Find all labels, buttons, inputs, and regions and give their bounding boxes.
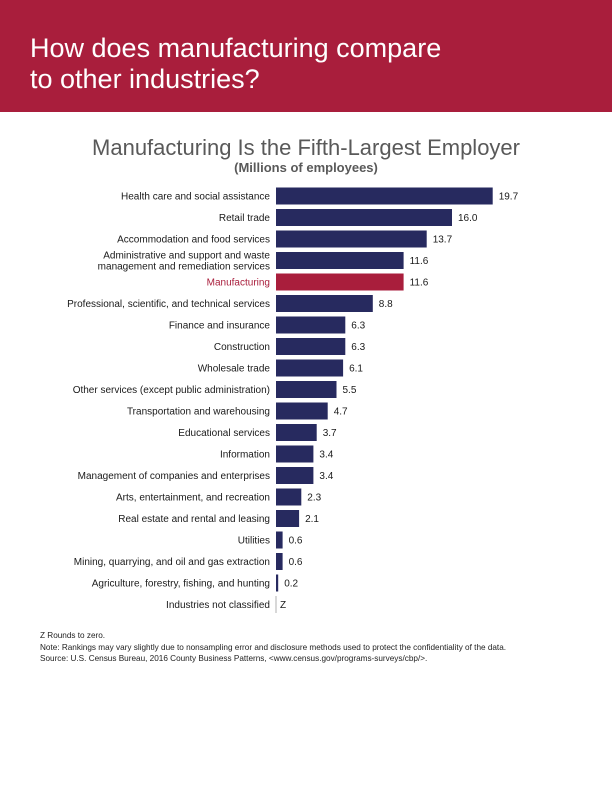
category-label-7: Construction — [214, 342, 270, 353]
note-source: Source: U.S. Census Bureau, 2016 County … — [40, 654, 428, 663]
value-label-4: 11.6 — [410, 278, 429, 289]
category-label-16: Utilities — [238, 536, 270, 547]
chart-title: Manufacturing Is the Fifth-Largest Emplo… — [92, 135, 520, 160]
bar-17 — [276, 553, 283, 570]
bar-4 — [276, 273, 404, 291]
value-label-13: 3.4 — [319, 471, 333, 482]
value-label-18: 0.2 — [284, 579, 298, 590]
category-label-11: Educational services — [178, 428, 270, 439]
value-label-15: 2.1 — [305, 514, 319, 525]
bar-5 — [276, 295, 373, 312]
banner-title-line2: to other industries? — [30, 64, 260, 94]
category-label-15: Real estate and rental and leasing — [118, 514, 270, 525]
bar-14 — [276, 488, 302, 506]
bar-11 — [276, 424, 317, 441]
bar-9 — [276, 381, 337, 398]
value-label-11: 3.7 — [323, 428, 337, 439]
bar-chart: Health care and social assistance Retail … — [67, 187, 519, 613]
category-labels: Health care and social assistance Retail … — [67, 192, 270, 612]
category-label-17: Mining, quarrying, and oil and gas extra… — [74, 557, 270, 568]
category-label-13: Management of companies and enterprises — [78, 471, 270, 482]
chart-subtitle: (Millions of employees) — [234, 160, 378, 175]
value-label-9: 5.5 — [343, 385, 357, 396]
bar-7 — [276, 338, 346, 355]
category-label-1: Retail trade — [219, 213, 271, 224]
value-label-12: 3.4 — [319, 450, 333, 461]
note-z-definition: Z Rounds to zero. — [40, 631, 106, 640]
category-label-4: Manufacturing — [207, 278, 270, 289]
value-labels: 19.7 16.0 13.7 11.6 11.6 8.8 6.3 6.3 6.1 5.5 4.7 3.… — [280, 192, 519, 612]
category-label-10: Transportation and warehousing — [127, 407, 270, 418]
bar-0 — [276, 187, 493, 205]
bar-3 — [276, 252, 404, 269]
category-label-14: Arts, entertainment, and recreation — [116, 493, 270, 504]
category-label-9: Other services (except public administra… — [73, 385, 270, 396]
category-label-0: Health care and social assistance — [121, 192, 270, 203]
value-label-3: 11.6 — [410, 256, 429, 267]
bar-6 — [276, 316, 346, 334]
note-rankings: Note: Rankings may vary slightly due to … — [40, 642, 507, 652]
header-banner: How does manufacturing compare to other … — [0, 0, 612, 112]
value-label-2: 13.7 — [433, 235, 453, 246]
bar-18 — [276, 574, 279, 592]
value-label-17: 0.6 — [289, 557, 303, 568]
category-label-5: Professional, scientific, and technical … — [67, 299, 270, 310]
category-label-18: Agriculture, forestry, fishing, and hunt… — [92, 579, 270, 590]
category-label-8: Wholesale trade — [198, 364, 271, 375]
banner-title-line1: How does manufacturing compare — [30, 33, 442, 63]
banner-title: How does manufacturing compare to other … — [30, 33, 590, 95]
value-label-5: 8.8 — [379, 299, 393, 310]
category-label-3-0: Administrative and support and waste — [103, 251, 270, 262]
chart-bars — [275, 187, 493, 613]
value-label-6: 6.3 — [351, 321, 365, 332]
category-label-6: Finance and insurance — [169, 321, 271, 332]
value-label-10: 4.7 — [334, 407, 348, 418]
bar-13 — [276, 467, 314, 484]
value-label-1: 16.0 — [458, 213, 478, 224]
bar-15 — [276, 510, 300, 527]
bar-12 — [276, 445, 314, 463]
value-label-16: 0.6 — [289, 536, 303, 547]
value-label-8: 6.1 — [349, 364, 363, 375]
chart-notes: Z Rounds to zero. Note: Rankings may var… — [40, 630, 600, 665]
bar-10 — [276, 402, 328, 420]
value-label-14: 2.3 — [307, 493, 321, 504]
value-label-7: 6.3 — [351, 342, 365, 353]
bar-1 — [276, 209, 452, 226]
bar-8 — [276, 359, 344, 377]
category-label-12: Information — [220, 450, 270, 461]
value-label-0: 19.7 — [499, 192, 519, 203]
bar-2 — [276, 230, 427, 248]
value-label-19: Z — [280, 600, 286, 611]
bar-16 — [276, 531, 283, 549]
category-label-19: Industries not classified — [166, 600, 270, 611]
category-label-2: Accommodation and food services — [117, 235, 270, 246]
category-label-3-1: management and remediation services — [98, 262, 270, 273]
